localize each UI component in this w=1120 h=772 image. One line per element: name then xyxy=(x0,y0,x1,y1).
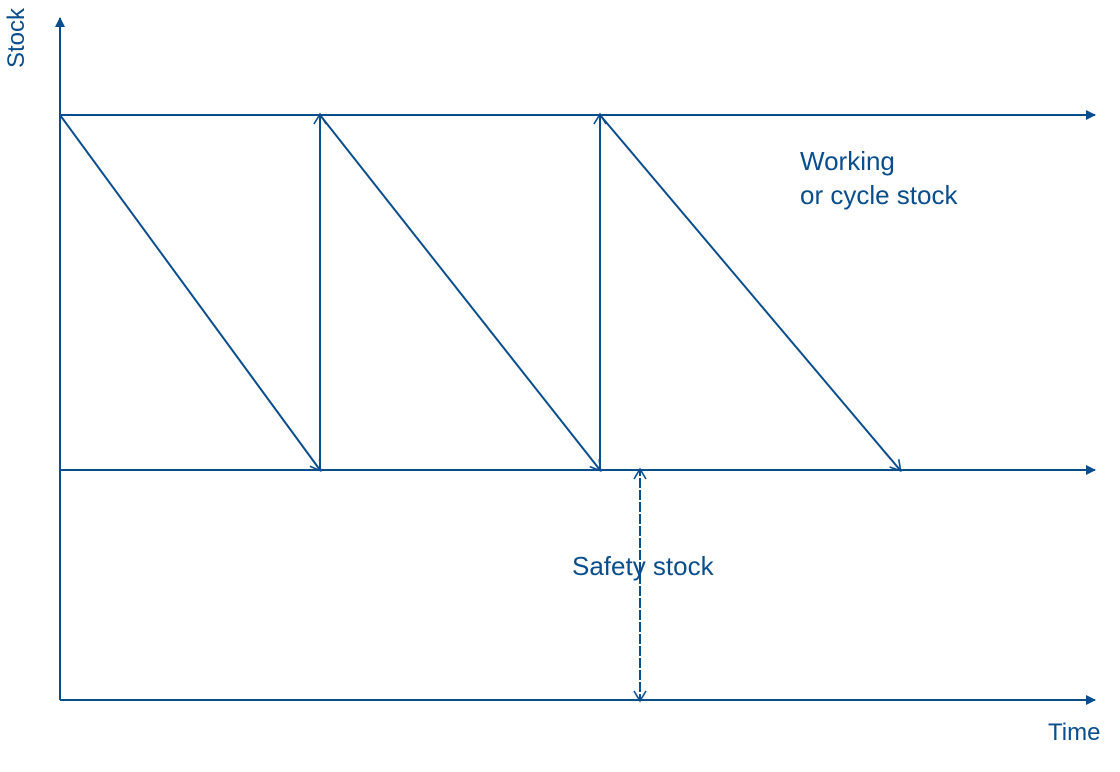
stock-diagram: Stock Time Workingor cycle stock Safety sto… xyxy=(0,0,1120,772)
diagram-svg: Stock Time Workingor cycle stock Safety sto… xyxy=(0,0,1120,772)
sawtooth-down-1 xyxy=(320,115,600,470)
y-axis-label: Stock xyxy=(3,7,30,68)
x-axis-label: Time xyxy=(1048,719,1100,746)
working-cycle-stock-label: Workingor cycle stock xyxy=(800,146,958,210)
sawtooth-down-0 xyxy=(60,115,320,470)
safety-stock-label: Safety stock xyxy=(572,551,715,581)
